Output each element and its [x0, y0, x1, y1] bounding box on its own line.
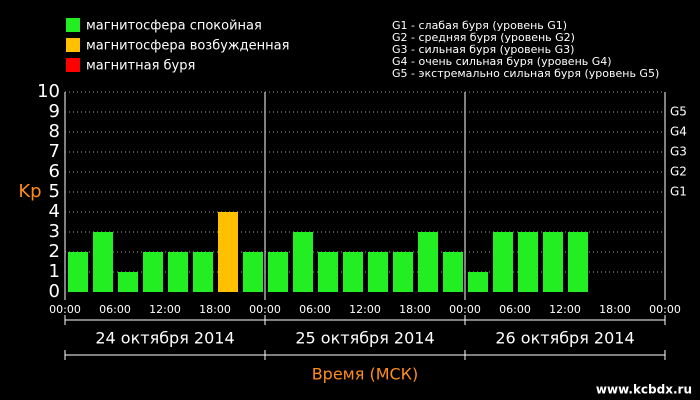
bar — [518, 232, 538, 292]
legend-swatch — [66, 38, 80, 52]
g-tick-label: G4 — [670, 125, 687, 139]
y-tick-label: 10 — [37, 81, 60, 102]
y-tick-label: 9 — [49, 101, 60, 122]
x-tick-label: 18:00 — [599, 303, 631, 316]
y-tick-label: 4 — [49, 201, 60, 222]
x-tick-label: 18:00 — [399, 303, 431, 316]
bar — [493, 232, 513, 292]
y-tick-label: 0 — [49, 281, 60, 302]
y-axis-label: Kp — [18, 181, 41, 202]
bar — [443, 252, 463, 292]
legend-label: магнитная буря — [86, 59, 195, 74]
legend-label: магнитосфера спокойная — [86, 19, 262, 34]
bar — [168, 252, 188, 292]
x-tick-label: 18:00 — [199, 303, 231, 316]
x-tick-label: 12:00 — [549, 303, 581, 316]
x-tick-label: 06:00 — [499, 303, 531, 316]
day-label: 26 октября 2014 — [495, 329, 634, 348]
y-tick-label: 7 — [49, 141, 60, 162]
y-tick-label: 6 — [49, 161, 60, 182]
bar — [343, 252, 363, 292]
bar — [568, 232, 588, 292]
storm-legend: G4 - очень сильная буря (уровень G4) — [392, 55, 612, 68]
day-frame — [64, 315, 666, 360]
y-tick-label: 2 — [49, 241, 60, 262]
y-tick-label: 1 — [49, 261, 60, 282]
y-tick-label: 8 — [49, 121, 60, 142]
x-axis-label: Время (МСК) — [312, 365, 419, 384]
bar — [318, 252, 338, 292]
y-tick-label: 5 — [49, 181, 60, 202]
bar — [93, 232, 113, 292]
day-label: 25 октября 2014 — [295, 329, 434, 348]
g-tick-label: G1 — [670, 185, 687, 199]
bar — [143, 252, 163, 292]
bar — [218, 212, 238, 292]
x-tick-label: 06:00 — [299, 303, 331, 316]
bar — [393, 252, 413, 292]
x-tick-label: 00:00 — [449, 303, 481, 316]
y-tick-label: 3 — [49, 221, 60, 242]
bar — [418, 232, 438, 292]
g-tick-label: G3 — [670, 145, 687, 159]
x-tick-label: 00:00 — [649, 303, 681, 316]
bar — [268, 252, 288, 292]
g-tick-label: G2 — [670, 165, 687, 179]
g-tick-label: G5 — [670, 105, 687, 119]
bar — [368, 252, 388, 292]
bar — [68, 252, 88, 292]
x-tick-label: 00:00 — [49, 303, 81, 316]
x-tick-label: 12:00 — [349, 303, 381, 316]
x-tick-label: 12:00 — [149, 303, 181, 316]
bar — [468, 272, 488, 292]
x-tick-label: 00:00 — [249, 303, 281, 316]
bar — [243, 252, 263, 292]
storm-legend: G1 - слабая буря (уровень G1) — [392, 19, 567, 32]
storm-legend: G3 - сильная буря (уровень G3) — [392, 43, 574, 56]
legend-swatch — [66, 18, 80, 32]
storm-legend: G2 - средняя буря (уровень G2) — [392, 31, 575, 44]
legend-swatch — [66, 58, 80, 72]
legend-label: магнитосфера возбужденная — [86, 39, 289, 54]
bar — [293, 232, 313, 292]
bar — [118, 272, 138, 292]
watermark: www.kcbdx.ru — [596, 383, 692, 397]
day-label: 24 октября 2014 — [95, 329, 234, 348]
storm-legend: G5 - экстремально сильная буря (уровень … — [392, 67, 659, 80]
bar — [543, 232, 563, 292]
x-tick-label: 06:00 — [99, 303, 131, 316]
bar — [193, 252, 213, 292]
